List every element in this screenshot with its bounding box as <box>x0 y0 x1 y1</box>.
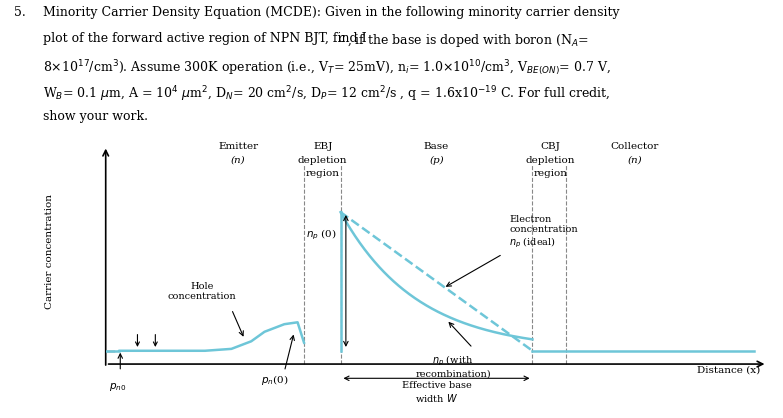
Text: Carrier concentration: Carrier concentration <box>45 194 54 309</box>
Text: (n): (n) <box>231 156 245 165</box>
Text: depletion: depletion <box>525 156 575 165</box>
Text: Distance (x): Distance (x) <box>698 366 761 375</box>
Text: region: region <box>533 169 568 178</box>
Text: Minority Carrier Density Equation (MCDE): Given in the following minority carrie: Minority Carrier Density Equation (MCDE)… <box>43 6 619 19</box>
Text: $p_n$(0): $p_n$(0) <box>261 372 288 387</box>
Text: Hole
concentration: Hole concentration <box>168 282 236 301</box>
Text: Emitter: Emitter <box>218 143 258 151</box>
Text: Base: Base <box>424 143 449 151</box>
Text: show your work.: show your work. <box>43 110 148 123</box>
Text: CBJ: CBJ <box>540 143 561 151</box>
Text: $n_p$ (with
recombination): $n_p$ (with recombination) <box>415 354 491 379</box>
Text: EBJ: EBJ <box>313 143 333 151</box>
Text: Collector: Collector <box>611 143 659 151</box>
Text: 5.: 5. <box>14 6 26 19</box>
Text: , if the base is doped with boron (N$_A$=: , if the base is doped with boron (N$_A$… <box>347 32 589 49</box>
Text: (n): (n) <box>628 156 642 165</box>
Text: $p_{n0}$: $p_{n0}$ <box>109 381 126 393</box>
Text: region: region <box>305 169 340 178</box>
Text: (p): (p) <box>429 155 444 165</box>
Text: $n_p$ (0): $n_p$ (0) <box>305 228 336 242</box>
Text: 8$\times$10$^{17}$/cm$^3$). Assume 300K operation (i.e., V$_T$= 25mV), n$_i$= 1.: 8$\times$10$^{17}$/cm$^3$). Assume 300K … <box>43 58 611 78</box>
Text: $_C$: $_C$ <box>338 32 346 45</box>
Text: W$_B$= 0.1 $\mu$m, A = 10$^4$ $\mu$m$^2$, D$_N$= 20 cm$^2$/s, D$_P$= 12 cm$^2$/s: W$_B$= 0.1 $\mu$m, A = 10$^4$ $\mu$m$^2$… <box>43 84 611 104</box>
Text: plot of the forward active region of NPN BJT, find I: plot of the forward active region of NPN… <box>43 32 366 45</box>
Text: Electron
concentration
$n_p$ (ideal): Electron concentration $n_p$ (ideal) <box>509 214 578 250</box>
Text: Effective base
width $W$: Effective base width $W$ <box>402 381 471 404</box>
Text: depletion: depletion <box>298 156 348 165</box>
